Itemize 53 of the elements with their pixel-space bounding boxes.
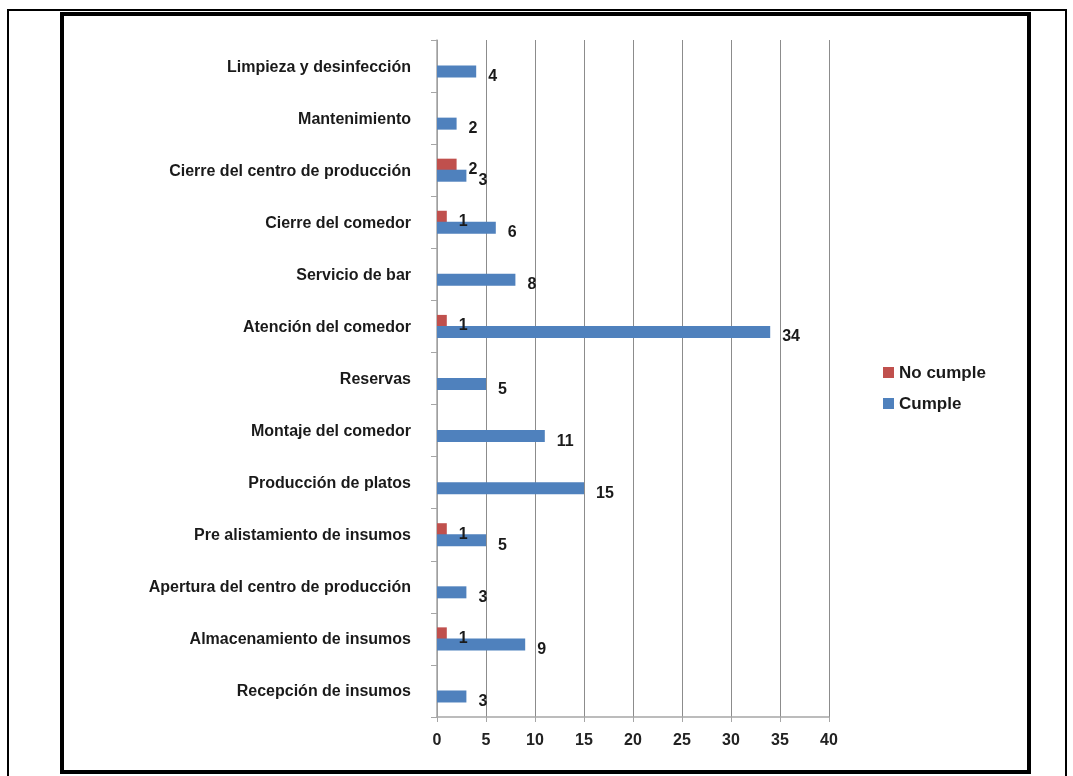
y-tick-label: Reservas: [339, 370, 412, 387]
y-tick-label: Apertura del centro de producción: [148, 578, 411, 596]
data-label: 8: [527, 275, 537, 293]
x-tick-label: 20: [624, 730, 642, 748]
bar: [437, 117, 457, 130]
legend-label: No cumple: [899, 363, 986, 382]
x-tick-label: 5: [481, 730, 491, 748]
y-tick-label: Montaje del comedor: [250, 422, 411, 440]
x-tick-label: 40: [820, 730, 838, 748]
bar: [437, 273, 516, 286]
y-tick-label: Recepción de insumos: [236, 682, 412, 700]
bar: [437, 690, 467, 703]
y-tick-label: Atención del comedor: [242, 317, 411, 335]
bar: [437, 158, 457, 171]
data-label: 6: [507, 223, 517, 241]
bar: [437, 65, 477, 78]
data-label: 2: [468, 160, 478, 178]
bar: [437, 482, 584, 495]
bar: [437, 586, 467, 599]
bar: [437, 169, 467, 182]
data-label: 3: [478, 171, 488, 189]
y-tick-label: Cierre del comedor: [265, 213, 411, 231]
y-tick-label: Producción de platos: [248, 474, 412, 492]
x-tick-label: 0: [432, 730, 442, 748]
data-label: 2: [468, 119, 478, 137]
data-label: 5: [498, 535, 507, 553]
x-tick-label: 15: [575, 730, 593, 748]
bar: [437, 378, 486, 391]
bar: [437, 210, 447, 223]
data-label: 5: [498, 379, 507, 397]
y-tick-label: Mantenimiento: [298, 109, 412, 127]
data-label: 3: [478, 691, 488, 709]
bar: [437, 314, 447, 327]
data-label: 15: [596, 483, 614, 501]
data-label: 1: [458, 524, 468, 542]
data-label: 4: [488, 67, 498, 85]
y-tick-label: Pre alistamiento de insumos: [194, 526, 412, 544]
data-label: 34: [782, 327, 801, 345]
bar: [437, 523, 447, 536]
y-tick-label: Cierre del centro de producción: [169, 161, 411, 179]
data-label: 3: [478, 587, 488, 605]
data-label: 11: [556, 431, 574, 449]
legend-label: Cumple: [899, 394, 962, 413]
x-tick-label: 10: [526, 730, 544, 748]
data-label: 9: [537, 639, 547, 657]
x-tick-label: 25: [673, 730, 691, 748]
y-tick-label: Almacenamiento de insumos: [189, 630, 412, 648]
x-tick-label: 35: [771, 730, 789, 748]
x-tick-label: 30: [722, 730, 740, 748]
y-tick-label: Limpieza y desinfección: [226, 57, 411, 75]
bar: [437, 430, 545, 443]
bar: [437, 627, 447, 640]
y-tick-label: Servicio de bar: [296, 265, 411, 283]
